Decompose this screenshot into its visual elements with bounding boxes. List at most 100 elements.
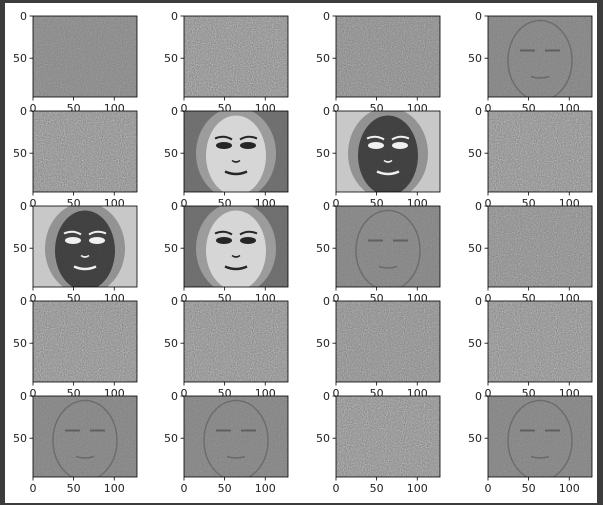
y-tick-label: 0 <box>323 105 330 118</box>
y-tick-label: 50 <box>13 52 27 65</box>
y-tick-label: 50 <box>316 337 330 350</box>
axes-frame <box>183 15 289 98</box>
axes-frame <box>183 300 289 383</box>
x-tick-label: 0 <box>485 387 492 400</box>
y-tick-label: 50 <box>316 52 330 65</box>
axes-frame <box>487 395 593 478</box>
x-tick-label: 50 <box>218 482 232 495</box>
mouth <box>226 455 246 459</box>
noise-layer <box>33 111 137 192</box>
noise-layer <box>488 16 592 97</box>
axes-frame <box>183 110 289 193</box>
face-outline <box>355 209 421 287</box>
panel-image <box>33 111 137 192</box>
y-tick-label: 0 <box>475 105 482 118</box>
noise-layer <box>184 396 288 477</box>
panel-image <box>184 396 288 477</box>
panel-image <box>336 16 440 97</box>
x-tick-label: 100 <box>255 482 276 495</box>
noise-layer <box>33 396 137 477</box>
x-tick-label: 100 <box>104 482 125 495</box>
y-tick-label: 0 <box>475 10 482 23</box>
y-tick-label: 0 <box>20 295 27 308</box>
panel-image <box>184 206 288 287</box>
axes-frame <box>32 110 138 193</box>
panel-image <box>488 16 592 97</box>
y-tick-label: 0 <box>323 390 330 403</box>
y-tick-label: 50 <box>164 337 178 350</box>
y-tick-label: 50 <box>316 147 330 160</box>
grain-layer <box>33 206 137 287</box>
y-tick-label: 0 <box>323 295 330 308</box>
y-tick-label: 50 <box>164 52 178 65</box>
x-tick-label: 50 <box>370 482 384 495</box>
axes-frame <box>487 15 593 98</box>
noise-layer <box>184 16 288 97</box>
y-tick-label: 0 <box>475 200 482 213</box>
panel-image <box>184 16 288 97</box>
x-tick-label: 0 <box>333 197 340 210</box>
noise-layer <box>488 206 592 287</box>
y-tick-label: 50 <box>13 242 27 255</box>
panel-image <box>33 206 137 287</box>
faint-face-layer <box>507 19 573 97</box>
axes-frame <box>487 205 593 288</box>
noise-layer <box>336 396 440 477</box>
y-tick-label: 50 <box>468 147 482 160</box>
grain-layer <box>336 111 440 192</box>
mouth <box>75 455 95 459</box>
y-tick-label: 0 <box>20 200 27 213</box>
panel-image <box>488 206 592 287</box>
y-tick-label: 0 <box>20 10 27 23</box>
face-outline <box>203 399 269 477</box>
y-tick-label: 0 <box>475 390 482 403</box>
axes-frame <box>32 205 138 288</box>
x-tick-label: 0 <box>333 387 340 400</box>
x-tick-label: 0 <box>30 197 37 210</box>
y-tick-label: 50 <box>13 147 27 160</box>
mouth <box>378 265 398 269</box>
y-tick-label: 0 <box>323 200 330 213</box>
axes-frame <box>32 300 138 383</box>
faint-face-layer <box>203 399 269 477</box>
y-tick-label: 50 <box>468 52 482 65</box>
y-tick-label: 50 <box>468 432 482 445</box>
axes-frame <box>335 110 441 193</box>
x-tick-label: 100 <box>559 482 580 495</box>
panel-image <box>33 396 137 477</box>
y-tick-label: 0 <box>20 390 27 403</box>
y-tick-label: 50 <box>468 337 482 350</box>
y-tick-label: 50 <box>164 432 178 445</box>
x-tick-label: 0 <box>181 387 188 400</box>
panel-image <box>488 111 592 192</box>
y-tick-label: 0 <box>171 200 178 213</box>
noise-layer <box>336 16 440 97</box>
grain-layer <box>184 111 288 192</box>
y-tick-label: 50 <box>164 242 178 255</box>
x-tick-label: 50 <box>67 482 81 495</box>
grain-layer <box>184 206 288 287</box>
axes-frame <box>335 300 441 383</box>
y-tick-label: 0 <box>171 105 178 118</box>
y-tick-label: 50 <box>316 432 330 445</box>
noise-layer <box>184 301 288 382</box>
y-tick-label: 50 <box>13 337 27 350</box>
x-tick-label: 0 <box>333 482 340 495</box>
y-tick-label: 50 <box>164 147 178 160</box>
figure-frame: 0 50 100 0 50 0 50 100 0 50 0 50 100 0 50 0 50 100 0 50 0 50 1… <box>5 3 597 503</box>
panel-image <box>336 206 440 287</box>
panel-image <box>488 396 592 477</box>
